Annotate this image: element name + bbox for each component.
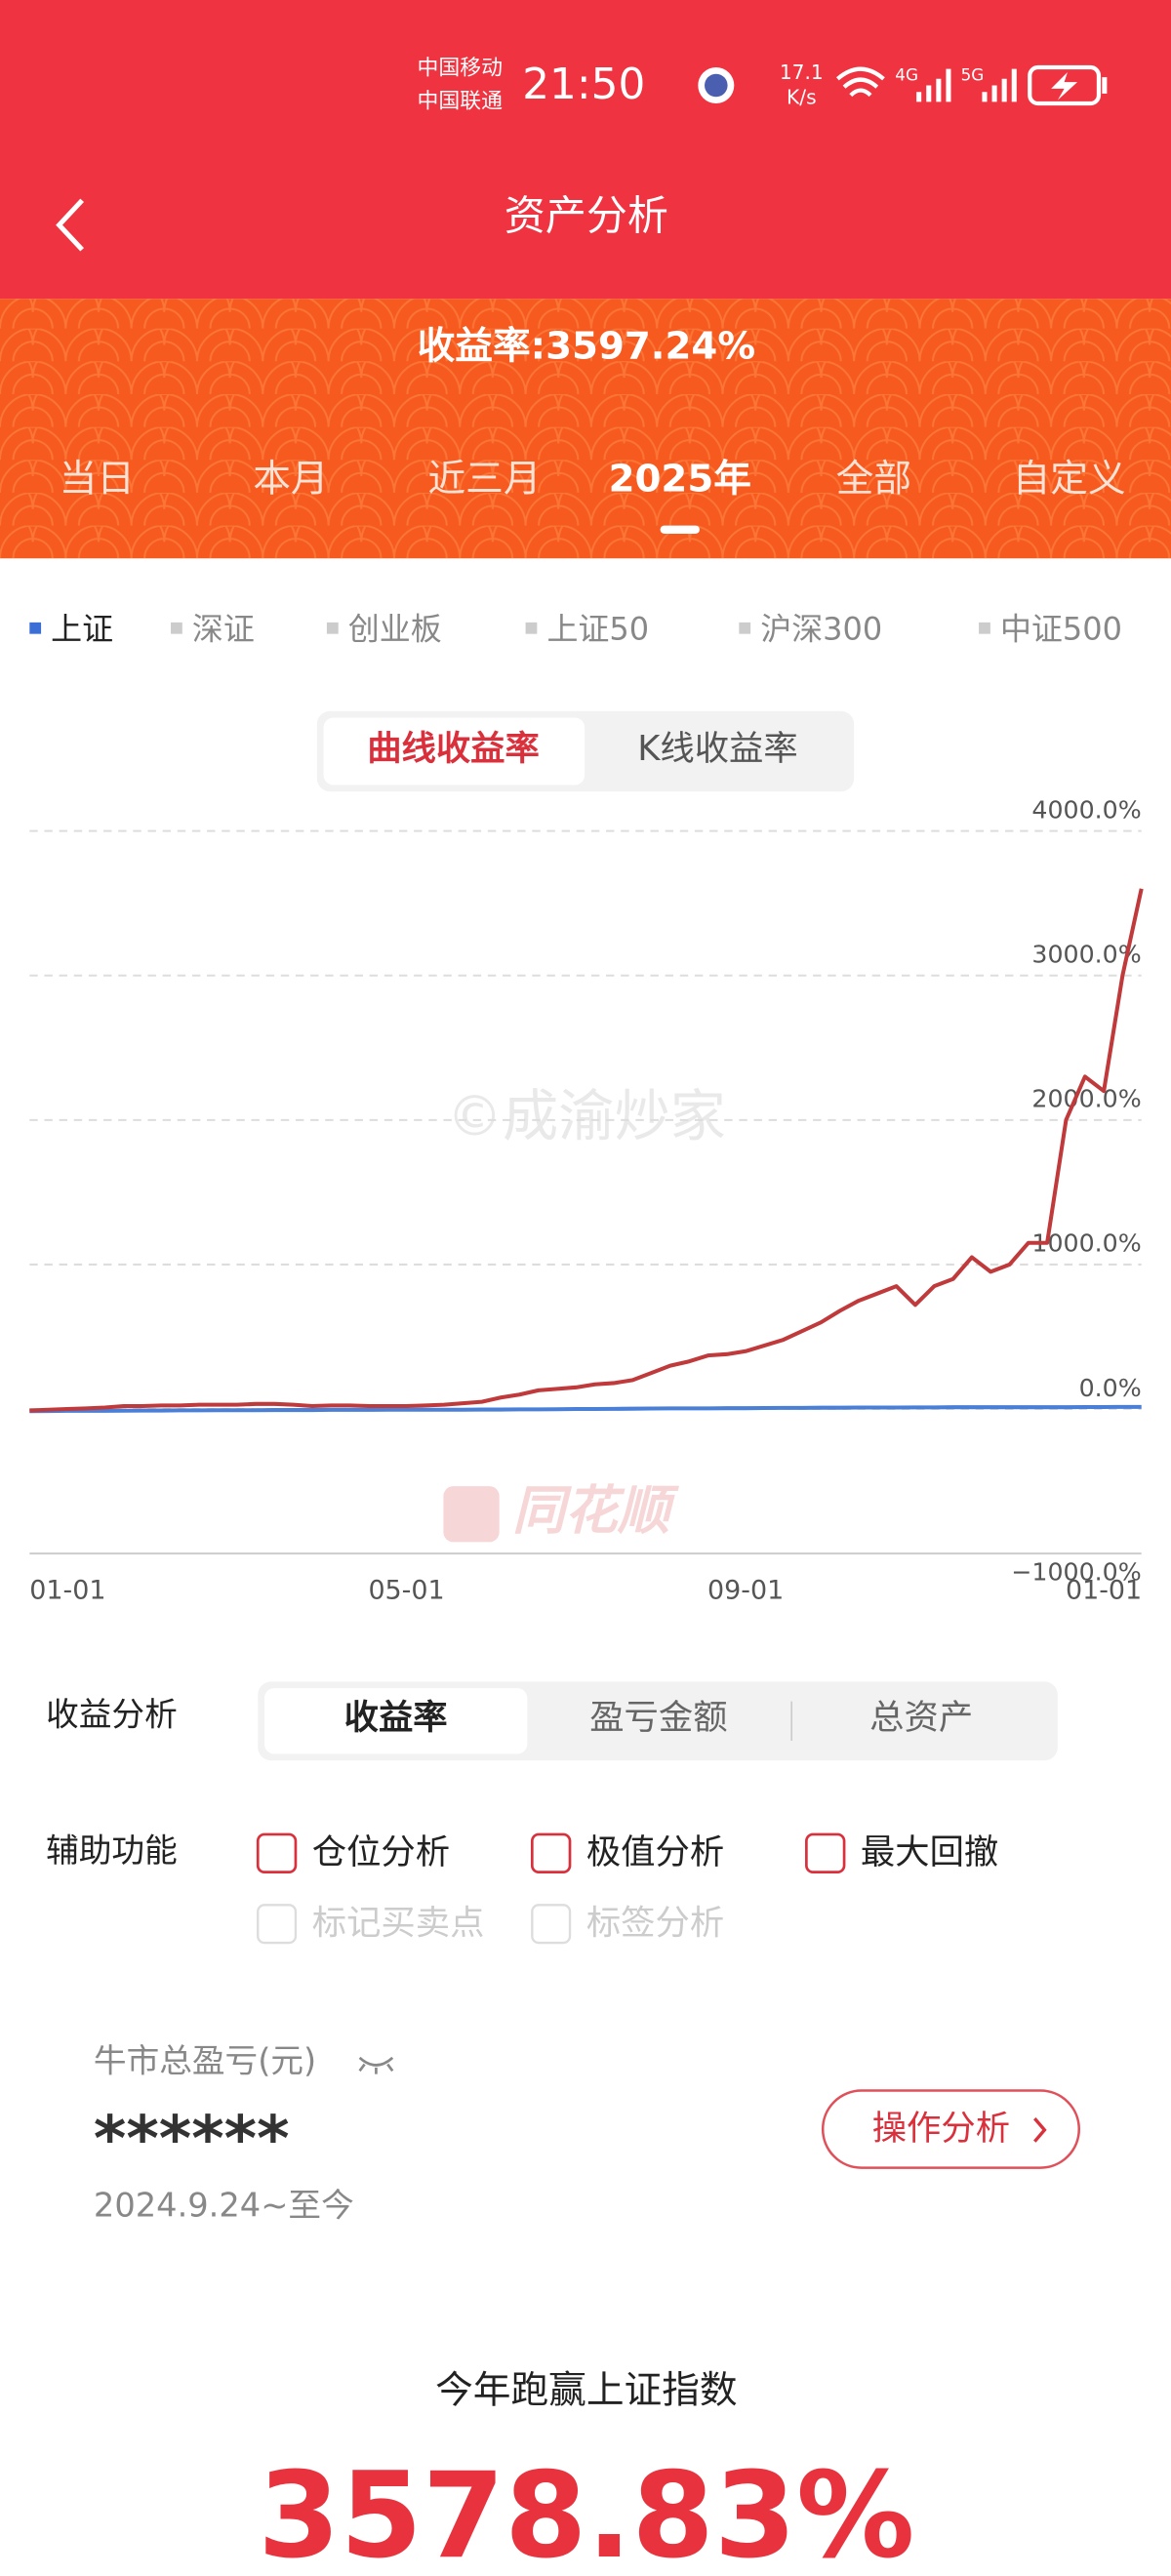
- legend-swatch: [171, 622, 182, 634]
- y-tick-label: −1000.0%: [1011, 1557, 1141, 1586]
- tab-indicator: [660, 525, 700, 534]
- legend-swatch: [29, 622, 42, 634]
- index-selector: 上证 深证 创业板 上证50 沪深300 中证500: [29, 610, 1122, 647]
- x-tick-label: 01-01: [1066, 1575, 1142, 1605]
- battery-tip: [1102, 77, 1108, 94]
- period-tab[interactable]: 当日: [60, 458, 135, 502]
- action-button-label: 操作分析: [872, 2109, 1010, 2149]
- y-tick-label: 4000.0%: [1031, 795, 1141, 824]
- segment-item[interactable]: 收益率: [344, 1698, 448, 1738]
- carrier: 中国移动: [417, 57, 502, 81]
- charging-icon: [1051, 72, 1078, 101]
- checkbox-label-disabled: 标签分析: [586, 1904, 724, 1944]
- pnl-value: ******: [94, 2104, 290, 2176]
- toggle-item[interactable]: 曲线收益率: [367, 729, 540, 769]
- view-toggle-items: 曲线收益率 K线收益率: [323, 717, 798, 785]
- period-tabs: 当日 本月 近三月 2025年 全部 自定义: [60, 458, 1126, 534]
- period-tab[interactable]: 近三月: [427, 458, 541, 502]
- checkbox-disabled: [531, 1904, 572, 1945]
- checkbox-label-disabled: 标记买卖点: [312, 1904, 485, 1944]
- period-tab[interactable]: 全部: [836, 458, 911, 502]
- signal-icon: [982, 68, 1017, 102]
- app-icon: [705, 73, 728, 98]
- watermark-logo: [443, 1486, 500, 1543]
- page-title: 资产分析: [505, 191, 668, 239]
- toggle-item[interactable]: K线收益率: [637, 729, 797, 769]
- net-speed: 17.1: [780, 60, 824, 84]
- watermark: ©成渝炒家: [447, 1084, 726, 1148]
- checkbox-disabled: [257, 1904, 298, 1945]
- legend-item[interactable]: 中证500: [1000, 610, 1122, 647]
- outperform-wrap: 3578.83%: [258, 2447, 914, 2576]
- outperform-label: 今年跑赢上证指数: [435, 2369, 738, 2413]
- legend-swatch: [739, 622, 751, 634]
- carrier: 中国联通: [417, 89, 503, 113]
- legend-swatch: [525, 622, 538, 634]
- network-type: 4G: [895, 64, 918, 84]
- checkbox[interactable]: [805, 1832, 846, 1874]
- network-type: 5G: [961, 64, 985, 84]
- x-tick-label: 01-01: [29, 1575, 105, 1605]
- summary-pattern: [0, 299, 1171, 559]
- section-label: 收益分析: [46, 1695, 178, 1733]
- segment-active: [263, 1688, 528, 1754]
- legend-swatch: [979, 622, 990, 634]
- clock: 21:50: [522, 60, 645, 109]
- back-button[interactable]: [56, 198, 84, 252]
- legend-item[interactable]: 上证50: [546, 610, 649, 647]
- series-line: [29, 888, 1144, 1413]
- legend-item[interactable]: 上证: [51, 610, 113, 647]
- checkbox-label: 极值分析: [586, 1832, 724, 1872]
- series-line: [29, 1404, 1142, 1414]
- segment-item[interactable]: 盈亏金额: [589, 1698, 727, 1738]
- x-tick-label: 09-01: [707, 1575, 784, 1605]
- signal-icon: [916, 68, 951, 102]
- chart: ©成渝炒家同花顺−1000.0%0.0%1000.0%2000.0%3000.0…: [29, 795, 1144, 1605]
- legend-item[interactable]: 沪深300: [760, 610, 882, 647]
- hide-icon[interactable]: [358, 2056, 394, 2074]
- legend-swatch: [326, 622, 339, 634]
- header-bg: [0, 0, 1171, 300]
- outperform-value: 3578.83%: [258, 2447, 914, 2576]
- action-button[interactable]: [821, 2089, 1081, 2169]
- checkbox[interactable]: [530, 1832, 572, 1874]
- pnl-period: 2024.9.24~至今: [94, 2186, 354, 2224]
- y-tick-label: 0.0%: [1079, 1374, 1142, 1402]
- y-tick-label: 2000.0%: [1031, 1085, 1141, 1113]
- total-return: 收益率:3597.24%: [418, 324, 756, 368]
- net-speed-unit: K/s: [787, 85, 817, 108]
- legend-item[interactable]: 创业板: [348, 610, 442, 647]
- legend-item[interactable]: 深证: [192, 610, 255, 647]
- checkbox-label: 仓位分析: [312, 1832, 450, 1872]
- analysis-options: 收益率 盈亏金额 总资产: [263, 1688, 973, 1754]
- period-tab[interactable]: 本月: [253, 458, 328, 502]
- checkbox[interactable]: [256, 1832, 298, 1874]
- battery-icon: [1028, 64, 1102, 106]
- x-tick-label: 05-01: [368, 1575, 444, 1605]
- watermark: 同花顺: [512, 1479, 680, 1541]
- period-tab[interactable]: 自定义: [1013, 458, 1126, 502]
- pnl-label: 牛市总盈亏(元): [94, 2041, 316, 2079]
- toggle-active: [323, 717, 586, 785]
- section-label: 辅助功能: [46, 1831, 178, 1870]
- checkbox-label: 最大回撤: [861, 1832, 998, 1872]
- period-tab[interactable]: 2025年: [609, 458, 751, 502]
- segment-item[interactable]: 总资产: [869, 1698, 973, 1738]
- chevron: [1033, 2117, 1047, 2143]
- wifi-icon: [835, 66, 885, 98]
